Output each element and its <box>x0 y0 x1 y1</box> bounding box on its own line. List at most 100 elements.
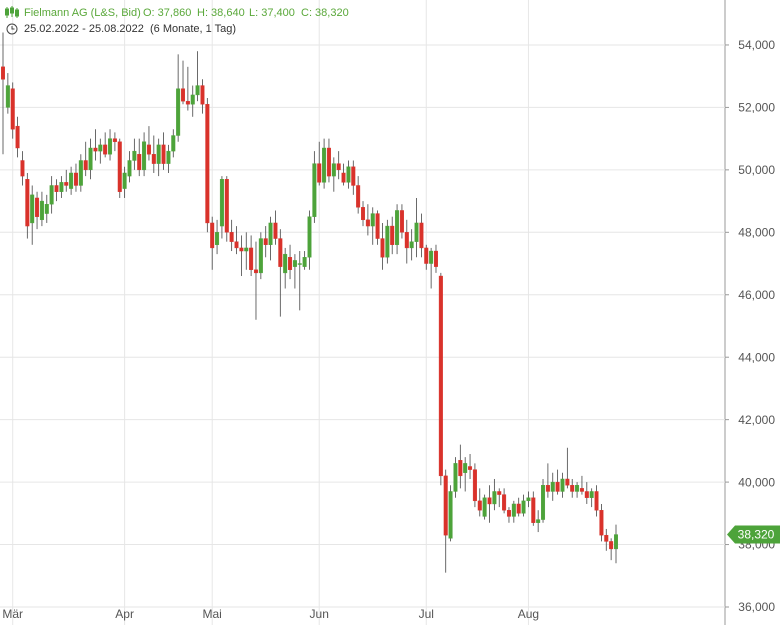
candle-body <box>453 463 458 492</box>
candle-body <box>229 232 234 242</box>
candle-body <box>433 250 438 267</box>
candle-body <box>108 138 113 155</box>
candle-body <box>122 172 127 189</box>
candle-body <box>146 144 151 155</box>
candle-body <box>458 460 463 477</box>
candle-body <box>506 510 511 517</box>
candle-body <box>497 491 502 495</box>
clock-icon <box>6 23 18 35</box>
candle-body <box>205 104 210 224</box>
candle-body <box>215 232 220 245</box>
candle-body <box>278 238 283 267</box>
candle-body <box>1 66 5 80</box>
candle-body <box>253 269 258 274</box>
candle-body <box>200 85 205 105</box>
candle-body <box>166 150 171 164</box>
candle-body <box>30 194 35 224</box>
candle-body <box>326 147 331 177</box>
candle-body <box>176 88 181 136</box>
candle-body <box>390 225 395 245</box>
y-tick-label: 44,000 <box>738 350 775 364</box>
candle-body <box>575 485 580 492</box>
candle-body <box>545 485 550 492</box>
candle-body <box>181 88 186 102</box>
x-tick-label: Jun <box>310 607 329 621</box>
candle-body <box>39 200 44 221</box>
candle-body <box>142 141 147 171</box>
candle-body <box>83 160 88 171</box>
candle-body <box>429 250 434 264</box>
candle-body <box>331 163 336 177</box>
candle-body <box>151 154 156 164</box>
candle-body <box>472 469 477 502</box>
y-tick-label: 36,000 <box>738 600 775 614</box>
candle-body <box>268 222 273 245</box>
candle-body <box>273 222 278 239</box>
candle-body <box>409 241 414 249</box>
period: (6 Monate, 1 Tag) <box>150 23 236 35</box>
candle-body <box>570 485 575 492</box>
candle-body <box>93 147 98 152</box>
candle-body <box>526 497 531 502</box>
candle-body <box>156 144 161 164</box>
candle-body <box>356 185 361 208</box>
candle-body <box>424 247 429 264</box>
candle-body <box>283 253 288 274</box>
candle-body <box>341 172 346 183</box>
candle-body <box>307 216 312 258</box>
candle-body <box>98 144 103 152</box>
last-price-label: 38,320 <box>738 528 775 542</box>
candle-body <box>565 478 570 486</box>
candle-body <box>64 182 69 186</box>
candle-body <box>482 497 487 517</box>
candle-body <box>10 88 15 130</box>
candle-body <box>195 85 200 96</box>
candle-body <box>560 478 565 492</box>
candle-body <box>103 144 108 155</box>
candle-body <box>594 491 599 511</box>
y-tick-label: 50,000 <box>738 163 775 177</box>
ohlc-low: L: 37,400 <box>249 7 295 19</box>
x-tick-label: Apr <box>115 607 134 621</box>
candle-body <box>302 257 307 267</box>
candle-body <box>438 275 443 477</box>
candle-body <box>297 263 302 265</box>
y-tick-label: 42,000 <box>738 413 775 427</box>
candle-body <box>5 85 10 108</box>
candle-body <box>239 247 244 252</box>
candle-body <box>541 485 546 520</box>
candle-body <box>59 182 64 192</box>
candle-body <box>365 219 370 227</box>
y-tick-label: 52,000 <box>738 101 775 115</box>
candle-body <box>361 207 366 221</box>
y-tick-label: 48,000 <box>738 225 775 239</box>
candle-body <box>404 232 409 249</box>
candle-body <box>112 138 117 142</box>
candle-body <box>190 94 195 105</box>
x-tick-label: Mär <box>2 607 23 621</box>
header: Fielmann AG (L&S, Bid) O: 37,860 H: 38,6… <box>5 6 349 35</box>
candle-body <box>73 172 78 186</box>
candle-body <box>448 491 453 539</box>
candle-body <box>219 179 224 227</box>
x-tick-label: Jul <box>419 607 434 621</box>
x-tick-label: Aug <box>518 607 539 621</box>
candle-body <box>511 503 516 517</box>
candle-body <box>414 222 419 242</box>
candle-body <box>346 166 351 183</box>
candle-body <box>395 210 400 245</box>
candle-body <box>127 160 132 177</box>
candle-body <box>69 172 74 189</box>
candle-body <box>312 163 317 217</box>
candle-body <box>380 238 385 258</box>
ohlc-close: C: 38,320 <box>301 7 349 19</box>
candle-body <box>385 225 390 258</box>
candle-body <box>550 481 555 492</box>
ohlc-high: H: 38,640 <box>197 7 245 19</box>
candle-body <box>54 185 59 192</box>
candle-body <box>370 213 375 227</box>
candle-body <box>531 497 536 523</box>
candle-body <box>171 135 176 152</box>
candle-body <box>117 141 122 192</box>
